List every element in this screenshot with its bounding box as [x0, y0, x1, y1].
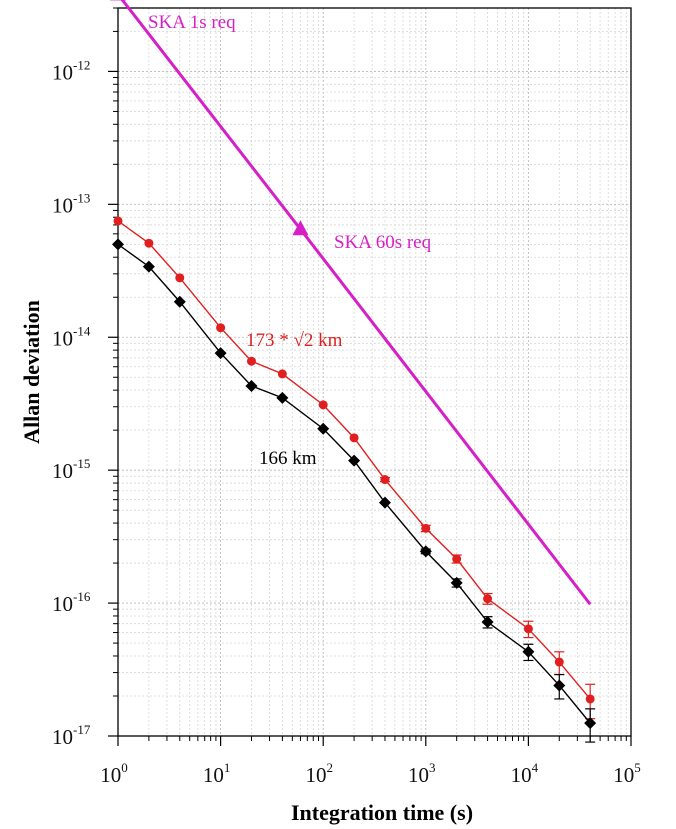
data-point: [317, 422, 330, 435]
data-point: [277, 369, 287, 379]
y-tick-label: 10-14: [52, 323, 91, 350]
data-point: [173, 295, 186, 308]
series: [110, 0, 597, 743]
data-point: [554, 657, 564, 667]
y-axis-title: Allan deviation: [19, 300, 44, 444]
data-point: [112, 238, 124, 251]
data-point: [144, 238, 154, 248]
annotation-166-km: 166 km: [259, 448, 317, 469]
x-axis-title: Integration time (s): [291, 800, 473, 825]
data-point: [349, 433, 359, 443]
data-point: [214, 347, 227, 360]
x-tick-label: 101: [203, 760, 231, 787]
y-tick-label: 10-13: [52, 190, 90, 217]
data-point: [216, 323, 226, 333]
data-point: [318, 400, 328, 410]
data-point: [142, 260, 155, 273]
x-tick-label: 105: [613, 760, 641, 787]
data-point: [522, 645, 535, 658]
axes: 100 101 102 103 104 105 10-17 10-16 10-15 10-14 10…: [52, 7, 641, 787]
series-0: [110, 0, 592, 606]
y-tick-label: 10-15: [52, 456, 90, 483]
plot-frame: [117, 7, 632, 737]
grid: [117, 7, 631, 737]
data-point: [348, 454, 361, 467]
y-tick-label: 10-16: [52, 589, 91, 616]
data-point: [292, 220, 309, 236]
annotation-173-km: 173 * √2 km: [246, 330, 343, 351]
data-point: [380, 475, 390, 485]
x-tick-label: 100: [100, 760, 128, 787]
data-point: [584, 717, 597, 730]
x-tick-label: 102: [305, 760, 333, 787]
data-point: [378, 496, 391, 509]
data-point: [175, 273, 185, 283]
data-point: [585, 694, 595, 704]
data-point: [421, 523, 431, 533]
x-tick-label: 103: [408, 760, 436, 787]
series-2: [112, 238, 597, 743]
data-point: [245, 379, 258, 392]
annotation-ska-60s: SKA 60s req: [334, 232, 432, 253]
annotations: SKA 1s req SKA 60s req 173 * √2 km 166 k…: [148, 12, 432, 469]
y-tick-label: 10-12: [52, 57, 90, 84]
data-point: [450, 576, 463, 589]
annotation-ska-1s: SKA 1s req: [148, 12, 236, 33]
data-point: [113, 216, 123, 226]
data-point: [483, 594, 493, 604]
data-point: [246, 356, 256, 366]
data-point: [481, 616, 494, 629]
y-tick-label: 10-17: [52, 722, 91, 749]
data-point: [419, 545, 432, 558]
data-point: [276, 391, 289, 404]
x-tick-label: 104: [511, 760, 539, 787]
data-point: [523, 624, 533, 634]
data-point: [553, 679, 566, 692]
data-point: [452, 554, 462, 564]
